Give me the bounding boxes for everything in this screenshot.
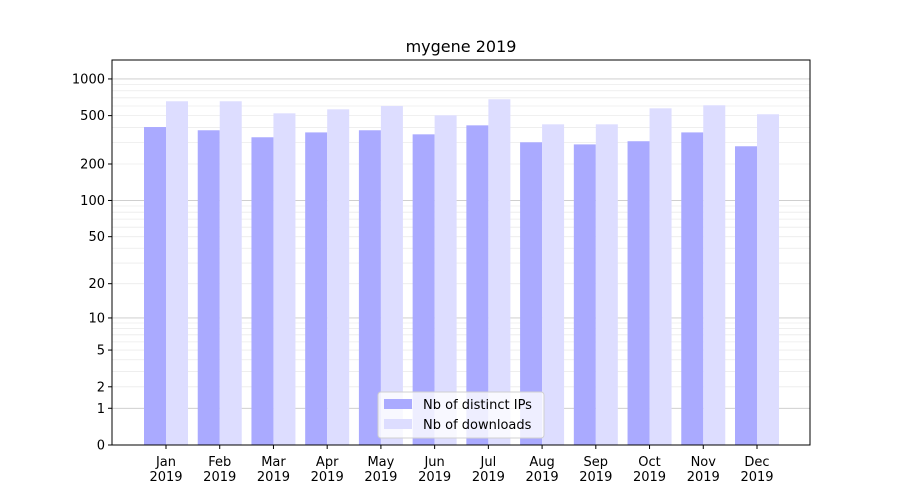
bar-downloads (595, 124, 618, 445)
bar-ips (197, 130, 220, 445)
y-tick-label: 10 (88, 311, 105, 326)
y-tick-label: 20 (88, 277, 105, 292)
bar-downloads (434, 115, 457, 446)
bar-ips (358, 130, 381, 445)
bar-downloads (219, 101, 242, 446)
legend-label: Nb of downloads (423, 418, 532, 433)
bar-downloads (488, 99, 511, 445)
y-tick-label: 2 (97, 380, 105, 395)
bar-ips (466, 125, 489, 446)
x-tick-label: Aug 2019 (526, 455, 559, 485)
x-tick-label: Jan 2019 (149, 455, 182, 485)
y-tick-label: 500 (80, 109, 105, 124)
legend-box (377, 391, 545, 439)
bar-ips (573, 144, 596, 445)
bar-downloads (542, 124, 565, 445)
bar-downloads (703, 105, 726, 446)
bar-downloads (273, 113, 296, 445)
bar-ips (251, 137, 274, 445)
x-tick-label: Sep 2019 (579, 455, 612, 485)
plot-frame (111, 59, 811, 446)
y-tick-label: 5 (97, 344, 105, 359)
x-tick-label: May 2019 (364, 455, 397, 485)
bar-ips (520, 142, 543, 446)
bar-ips (735, 146, 757, 446)
y-tick-label: 1000 (72, 72, 105, 87)
chart-title: mygene 2019 (406, 37, 517, 56)
x-tick-label: Jun 2019 (418, 455, 451, 485)
legend-swatch (384, 419, 412, 429)
bar-downloads (757, 114, 779, 445)
x-tick-label: Nov 2019 (687, 455, 720, 485)
x-tick-label: Jul 2019 (472, 455, 505, 485)
x-tick-label: Mar 2019 (257, 455, 290, 485)
bar-downloads (380, 105, 403, 445)
y-tick-label: 50 (88, 230, 105, 245)
bar-downloads (166, 101, 188, 446)
bar-ips (681, 132, 704, 445)
x-tick-label: Feb 2019 (203, 455, 236, 485)
y-tick-label: 0 (97, 439, 105, 454)
bar-downloads (327, 109, 350, 446)
bar-downloads (649, 108, 672, 445)
y-tick-label: 100 (80, 194, 105, 209)
legend-label: Nb of distinct IPs (423, 398, 532, 413)
x-tick-label: Dec 2019 (740, 455, 773, 485)
bar-ips (412, 134, 435, 446)
bar-ips (305, 132, 328, 445)
y-tick-label: 200 (80, 158, 105, 173)
legend-swatch (384, 399, 412, 409)
x-tick-label: Apr 2019 (311, 455, 344, 485)
bar-ips (144, 127, 166, 445)
x-tick-label: Oct 2019 (633, 455, 666, 485)
y-tick-label: 1 (97, 402, 105, 417)
bar-ips (627, 141, 650, 445)
legend: Nb of distinct IPs Nb of downloads (377, 391, 545, 439)
